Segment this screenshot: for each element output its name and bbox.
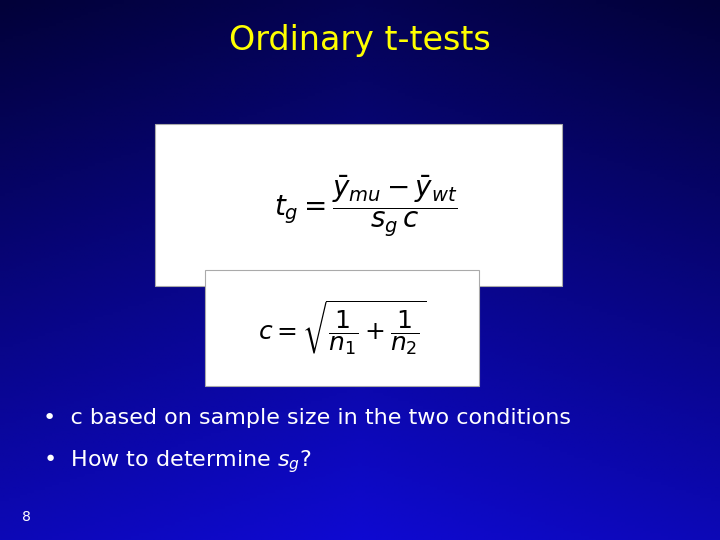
FancyBboxPatch shape (155, 124, 562, 286)
Text: $c = \sqrt{\dfrac{1}{n_1} + \dfrac{1}{n_2}}$: $c = \sqrt{\dfrac{1}{n_1} + \dfrac{1}{n_… (258, 299, 426, 357)
Text: $t_g = \dfrac{\bar{y}_{mu} - \bar{y}_{wt}}{s_g \, c}$: $t_g = \dfrac{\bar{y}_{mu} - \bar{y}_{wt… (274, 173, 458, 238)
Text: •  How to determine $s_g$?: • How to determine $s_g$? (43, 448, 312, 475)
Text: Ordinary t-tests: Ordinary t-tests (229, 24, 491, 57)
FancyBboxPatch shape (205, 270, 479, 386)
Text: 8: 8 (22, 510, 30, 524)
Text: •  c based on sample size in the two conditions: • c based on sample size in the two cond… (43, 408, 571, 429)
